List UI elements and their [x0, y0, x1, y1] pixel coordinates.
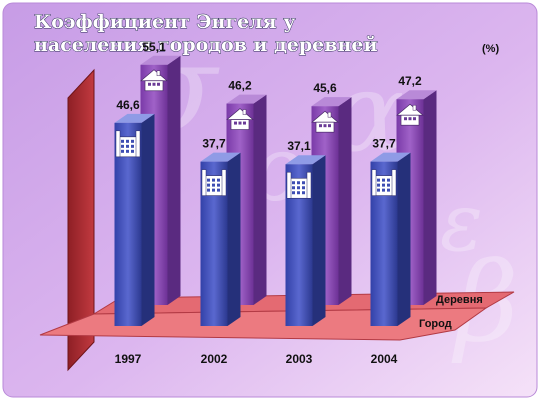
data-label-village: 46,2: [228, 79, 252, 93]
city-building-icon: [371, 169, 397, 196]
decorative-glyph: ε: [440, 176, 483, 269]
bar-city-top: [370, 152, 411, 162]
city-building-icon: [286, 171, 312, 199]
house-icon: [311, 110, 339, 133]
data-label-city: 46,6: [116, 98, 140, 112]
data-label-city: 37,1: [287, 139, 311, 153]
series-label-village: Деревня: [436, 294, 483, 306]
bar-village-side: [338, 97, 352, 306]
bar-village-side: [253, 94, 267, 306]
data-label-village: 47,2: [398, 74, 422, 88]
bar-village-top: [396, 90, 437, 100]
bar-city-top: [114, 113, 155, 123]
series-label-city: Город: [419, 318, 452, 330]
house-icon: [140, 69, 168, 92]
bar-city-side: [141, 113, 155, 326]
house-icon: [396, 103, 424, 126]
bar-city-side: [227, 152, 241, 326]
data-label-city: 37,7: [372, 137, 396, 151]
city-series: 46,6 37,7 37,1 37,7: [114, 98, 411, 326]
year-tick-label: 2004: [371, 352, 398, 366]
data-label-city: 37,7: [202, 137, 226, 151]
year-axis: 1997 2002 2003 2004: [115, 352, 398, 366]
year-tick-label: 2003: [286, 352, 313, 366]
bar-city-top: [200, 152, 241, 162]
unit-label: (%): [482, 43, 499, 55]
city-building-icon: [115, 130, 141, 158]
bar-village-side: [423, 90, 437, 305]
back-wall: [67, 68, 95, 372]
data-label-village: 45,6: [313, 81, 337, 95]
data-label-village: 55,1: [142, 40, 166, 54]
bar-city-side: [397, 152, 411, 326]
bar-village-top: [226, 94, 267, 104]
chart-title-line-2: населения городов и деревней: [34, 34, 378, 56]
bar-village-top: [311, 97, 352, 107]
bar-city-side: [312, 155, 326, 326]
year-tick-label: 2002: [201, 352, 228, 366]
bar-city-top: [285, 155, 326, 165]
house-icon: [226, 108, 254, 130]
city-building-icon: [201, 169, 227, 196]
year-tick-label: 1997: [115, 352, 142, 366]
chart-title-line-1: Коэффициент Энгеля у: [34, 11, 295, 33]
bar-village-side: [167, 55, 181, 305]
bar-village-top: [140, 55, 181, 65]
